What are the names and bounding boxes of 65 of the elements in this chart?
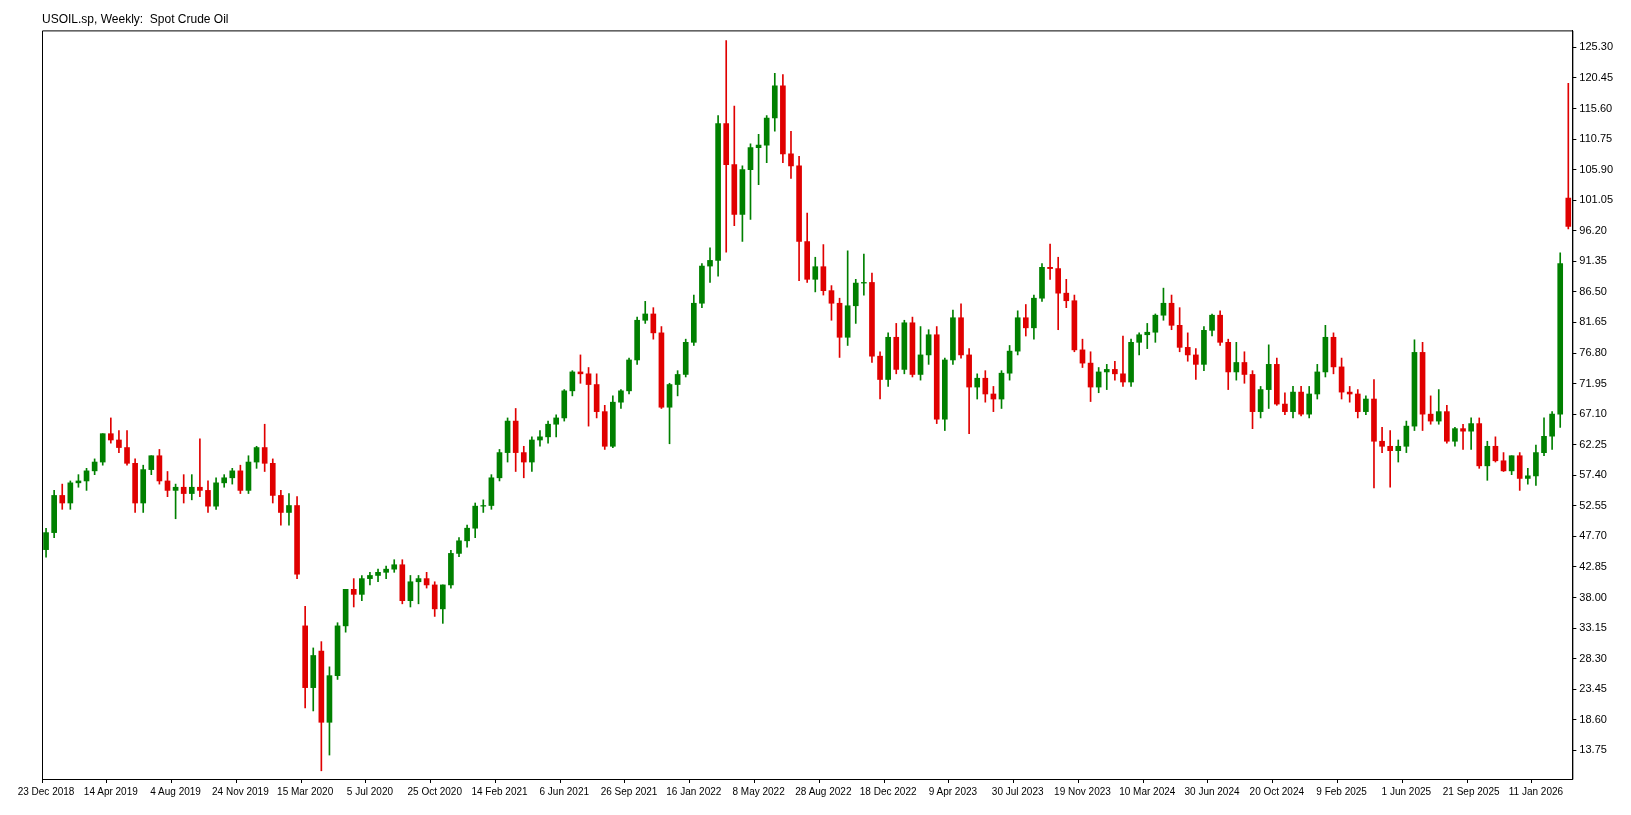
x-tick-label: 20 Oct 2024	[1249, 785, 1305, 797]
x-tick-label: 19 Nov 2023	[1054, 785, 1112, 797]
y-tick-label: 105.90	[1579, 162, 1614, 175]
candlestick	[350, 578, 357, 608]
y-tick-label: 125.30	[1579, 40, 1614, 53]
x-tick-label: 15 Mar 2020	[277, 785, 334, 797]
y-tick-label: 62.25	[1579, 437, 1607, 450]
x-tick-label: 30 Jul 2023	[991, 785, 1044, 797]
y-tick-label: 38.00	[1579, 590, 1607, 603]
x-tick-label: 30 Jun 2024	[1184, 785, 1240, 797]
candlestick	[1144, 323, 1151, 349]
x-tick-label: 14 Feb 2021	[471, 785, 528, 797]
chart-title: USOIL.sp, Weekly: Spot Crude Oil	[42, 11, 229, 26]
y-tick-label: 47.70	[1579, 529, 1607, 542]
candlestick	[1387, 430, 1393, 488]
y-tick-label: 42.85	[1579, 559, 1607, 572]
y-tick-label: 23.45	[1579, 682, 1607, 695]
y-tick-label: 120.45	[1579, 71, 1614, 84]
y-tick-label: 67.10	[1579, 407, 1607, 420]
candlestick	[1524, 468, 1531, 485]
y-tick-label: 86.50	[1579, 284, 1607, 297]
x-tick-label: 6 Jun 2021	[539, 785, 590, 797]
x-tick-label: 5 Jul 2020	[346, 785, 394, 797]
candlestick	[1120, 335, 1126, 387]
candlestick	[1047, 243, 1053, 280]
x-tick-label: 16 Jan 2022	[666, 785, 722, 797]
x-tick-label: 11 Jan 2026	[1508, 785, 1564, 797]
candlestick	[1468, 417, 1474, 450]
x-tick-label: 14 Apr 2019	[83, 785, 139, 797]
y-tick-label: 18.60	[1579, 712, 1607, 725]
candlestick	[1379, 427, 1385, 453]
x-tick-label: 1 Jun 2025	[1381, 785, 1432, 797]
x-tick-label: 24 Nov 2019	[212, 785, 270, 797]
y-tick-label: 28.30	[1579, 651, 1607, 664]
y-tick-label: 57.40	[1579, 468, 1607, 481]
y-tick-label: 71.95	[1579, 376, 1607, 389]
x-tick-label: 21 Sep 2025	[1442, 785, 1500, 797]
y-tick-label: 76.80	[1579, 346, 1607, 359]
y-tick-label: 101.05	[1579, 193, 1614, 206]
x-tick-label: 18 Dec 2022	[859, 785, 917, 797]
candlestick	[1460, 423, 1466, 450]
x-tick-label: 4 Aug 2019	[150, 785, 202, 797]
y-tick-label: 110.75	[1579, 132, 1613, 145]
candlestick	[788, 130, 794, 179]
candlestick	[723, 40, 730, 253]
x-tick-label: 10 Mar 2024	[1119, 785, 1176, 797]
x-tick-label: 25 Oct 2020	[407, 785, 463, 797]
x-tick-label: 23 Dec 2018	[17, 785, 75, 797]
y-tick-label: 81.65	[1579, 315, 1607, 328]
x-tick-label: 28 Aug 2022	[795, 785, 852, 797]
y-tick-label: 115.60	[1579, 101, 1613, 114]
x-tick-label: 9 Feb 2025	[1316, 785, 1368, 797]
y-tick-label: 13.75	[1579, 743, 1607, 756]
y-tick-label: 33.15	[1579, 621, 1607, 634]
candlestick	[1103, 364, 1110, 390]
x-tick-label: 26 Sep 2021	[600, 785, 658, 797]
candlestick	[197, 438, 203, 498]
candlestick	[180, 474, 187, 504]
x-tick-label: 8 May 2022	[732, 785, 786, 797]
y-tick-label: 52.55	[1579, 498, 1607, 511]
candlestick	[286, 493, 292, 526]
candlestick	[707, 247, 713, 283]
y-tick-label: 91.35	[1579, 254, 1607, 267]
y-tick-label: 96.20	[1579, 223, 1607, 236]
x-tick-label: 9 Apr 2023	[928, 785, 978, 797]
